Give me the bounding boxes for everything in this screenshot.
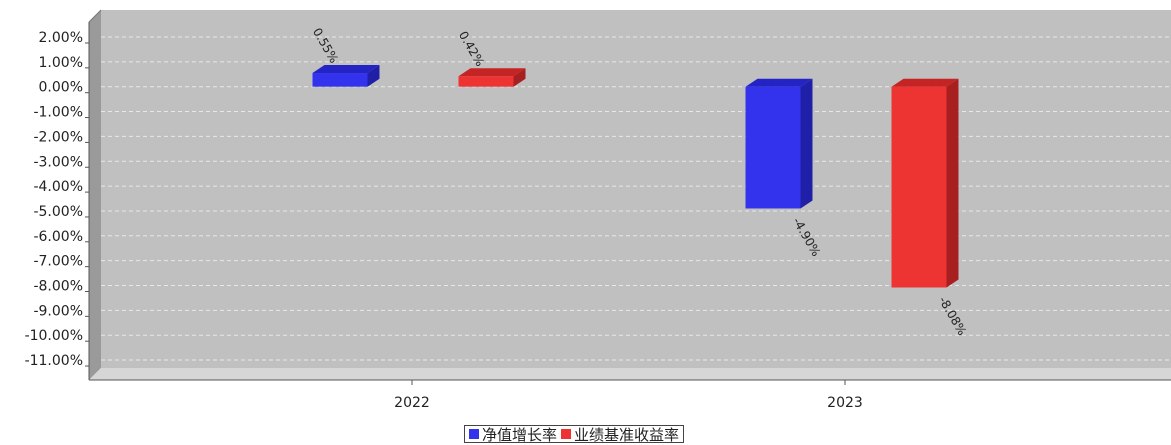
y-tick-label: -3.00% [33,154,83,170]
y-tick-label: 1.00% [39,55,83,71]
left-wall [89,10,101,381]
bar-side [367,65,380,87]
y-tick-label: -10.00% [25,328,83,344]
legend-label-series-1: 业绩基准收益率 [574,425,680,444]
y-tick-label: -5.00% [33,204,83,220]
y-tick-label: -7.00% [33,254,83,270]
x-axis: 2022 2023 [394,380,863,411]
y-tick-label: -11.00% [25,353,83,369]
bar-业绩基准收益率-2022 [458,68,526,87]
bars [312,65,959,288]
bar-top [745,78,813,87]
bar-净值增长率-2022 [312,65,380,87]
bar-side [513,68,526,87]
y-axis: 2.00% 1.00% 0.00% -1.00% -2.00% -3.00% -4.00% -… [25,30,89,369]
floor [89,368,1171,381]
x-tick-label: 2022 [394,395,430,411]
y-tick-label: 2.00% [39,30,83,46]
legend-item-series-1: 业绩基准收益率 [561,424,679,445]
back-wall [101,10,1171,369]
wall-edge [88,9,102,23]
grid-lines [101,36,1171,361]
bar-top [891,78,959,87]
y-tick-label: 0.00% [39,80,83,96]
y-tick-label: -4.00% [33,179,83,195]
bar-side [946,78,959,288]
bar-front [312,73,368,87]
x-tick-label: 2023 [827,395,863,411]
legend-label-series-0: 净值增长率 [482,425,558,444]
bar-业绩基准收益率-2023 [891,78,959,288]
y-tick-label: -8.00% [33,279,83,295]
legend: 净值增长率 业绩基准收益率 [464,424,685,445]
legend-item-series-0: 净值增长率 [469,424,557,445]
bar-front [891,86,947,288]
y-tick-label: -2.00% [33,129,83,145]
y-tick-label: -1.00% [33,105,83,121]
legend-swatch-series-0 [469,429,479,439]
bar-净值增长率-2023 [745,78,813,209]
y-tick-label: -9.00% [33,303,83,319]
legend-swatch-series-1 [561,429,572,439]
plot-area [88,9,1171,381]
bar-side [800,78,813,209]
bar-front [458,76,514,87]
bar-front [745,86,801,209]
bar-top [458,68,526,77]
bar-top [312,65,380,74]
y-tick-label: -6.00% [33,229,83,245]
